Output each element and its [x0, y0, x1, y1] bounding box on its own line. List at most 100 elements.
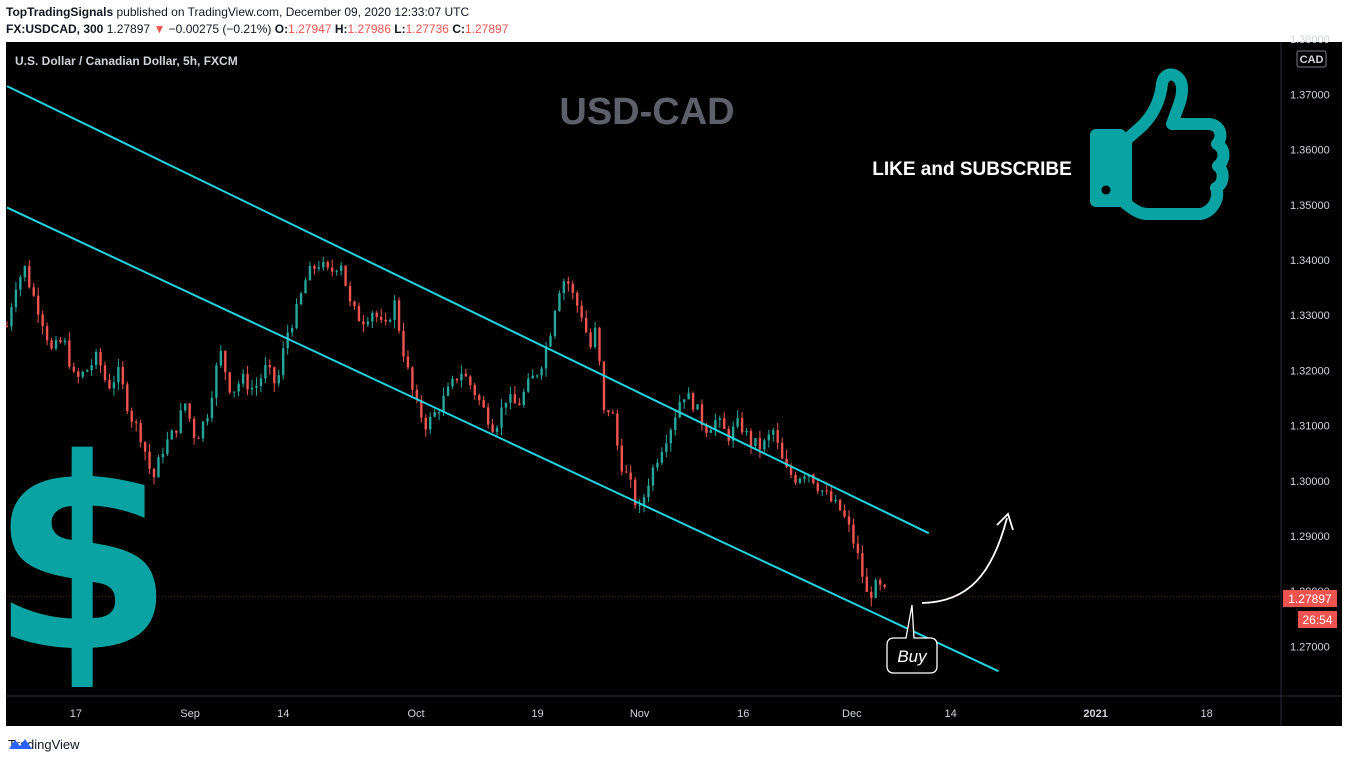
- x-tick-label: 17: [70, 708, 82, 720]
- candle-body: [571, 283, 574, 293]
- candle-body: [602, 361, 606, 411]
- candle-body: [865, 576, 869, 592]
- candle-body: [335, 270, 338, 272]
- candle-body: [549, 335, 552, 347]
- candle-body: [63, 340, 67, 343]
- x-tick-label: 14: [277, 708, 289, 720]
- candle-body: [429, 416, 432, 430]
- countdown-text: 26:54: [1302, 613, 1332, 627]
- candle-body: [789, 467, 793, 475]
- candle-body: [651, 467, 655, 486]
- candle-body: [513, 394, 517, 404]
- candle-body: [527, 378, 530, 392]
- candle-body: [282, 348, 285, 376]
- candle-body: [562, 281, 566, 294]
- candle-body: [94, 352, 98, 366]
- channel-line-upper[interactable]: [6, 85, 930, 535]
- publisher-name[interactable]: TopTradingSignals: [6, 5, 114, 19]
- candle-body: [353, 301, 356, 307]
- last-price: 1.27897: [106, 22, 151, 36]
- candle-body: [380, 316, 383, 320]
- cta-text: LIKE and SUBSCRIBE: [872, 159, 1072, 180]
- candle-body: [518, 403, 521, 406]
- candle-body: [161, 453, 165, 458]
- candle-body: [442, 395, 445, 413]
- candle-body: [424, 417, 427, 430]
- candle-body: [629, 472, 632, 480]
- tradingview-logo-icon: [9, 739, 32, 749]
- channel-layer[interactable]: [6, 85, 999, 673]
- candle-body: [420, 400, 423, 418]
- candle-body: [326, 262, 329, 268]
- instrument-label: U.S. Dollar / Canadian Dollar, 5h, FXCM: [15, 54, 238, 68]
- candle-body: [219, 350, 223, 366]
- candle-body: [745, 430, 748, 433]
- candle-body: [406, 356, 410, 368]
- candle-body: [723, 418, 726, 429]
- candle-body: [264, 364, 267, 379]
- x-tick-label: Dec: [842, 708, 862, 720]
- time-axis[interactable]: 17 Sep 14 Oct 19 Nov 16 Dec 14 2021 18: [70, 708, 1213, 720]
- candle-body: [259, 378, 263, 386]
- published-text: published on TradingView.com, December 0…: [116, 5, 470, 19]
- candle-body: [486, 407, 490, 425]
- symbol-label: FX:USDCAD, 300: [6, 22, 104, 36]
- candle-body: [785, 458, 788, 468]
- y-tick-label: 1.33000: [1290, 310, 1330, 322]
- candle-body: [402, 330, 405, 357]
- y-tick-label: 1.27000: [1290, 641, 1330, 653]
- candle-body: [740, 418, 744, 433]
- candle-body: [838, 499, 842, 511]
- candle-body: [77, 371, 80, 377]
- candle-body: [696, 404, 699, 410]
- candle-body: [273, 367, 276, 384]
- buy-callout-label: Buy: [897, 647, 928, 666]
- candle-body: [397, 300, 401, 331]
- candle-body: [108, 380, 111, 389]
- candle-body: [776, 430, 779, 443]
- forecast-arrow[interactable]: [921, 512, 1014, 604]
- candle-body: [829, 491, 833, 502]
- candle-body: [339, 265, 343, 271]
- candle-body: [834, 499, 837, 502]
- candle-body: [19, 277, 22, 290]
- candle-body: [580, 305, 583, 318]
- tradingview-logo[interactable]: TradingView: [8, 737, 80, 752]
- candle-body: [388, 319, 392, 322]
- candle-body: [192, 418, 196, 438]
- candle-body: [816, 483, 820, 491]
- ohlc-line: FX:USDCAD, 300 1.27897 ▼ −0.00275 (−0.21…: [6, 22, 508, 36]
- y-tick-label: 1.30000: [1290, 476, 1330, 488]
- candle-body: [224, 350, 227, 373]
- candle-body: [803, 476, 806, 479]
- candle-body: [112, 382, 116, 389]
- channel-line-lower[interactable]: [6, 206, 999, 673]
- high-label: H:: [334, 22, 348, 36]
- candle-body: [286, 332, 289, 349]
- y-tick-label: 1.31000: [1290, 421, 1330, 433]
- candle-body: [611, 412, 615, 414]
- candle-body: [847, 516, 851, 525]
- y-tick-label: 1.36000: [1290, 145, 1330, 157]
- candle-body: [28, 266, 31, 288]
- x-tick-label: Sep: [180, 708, 200, 720]
- candle-body: [687, 393, 690, 400]
- candle-body: [184, 403, 187, 411]
- x-tick-label: 19: [531, 708, 543, 720]
- candle-body: [304, 280, 307, 294]
- buy-callout[interactable]: Buy: [886, 604, 938, 674]
- candle-body: [103, 365, 107, 381]
- close-value: 1.27897: [464, 22, 509, 36]
- candle-body: [23, 266, 27, 278]
- candle-body: [883, 584, 886, 588]
- y-tick-label-top: 1.38000: [1290, 34, 1330, 46]
- candle-body: [10, 307, 13, 327]
- candle-body: [812, 474, 815, 484]
- candle-body: [767, 434, 771, 441]
- candle-body: [5, 326, 9, 328]
- currency-badge[interactable]: CAD: [1296, 50, 1327, 68]
- candle-body: [772, 430, 775, 435]
- price-axis[interactable]: 1.37000 1.36000 1.35000 1.34000 1.33000 1.320…: [1290, 34, 1330, 653]
- candle-body: [268, 364, 272, 368]
